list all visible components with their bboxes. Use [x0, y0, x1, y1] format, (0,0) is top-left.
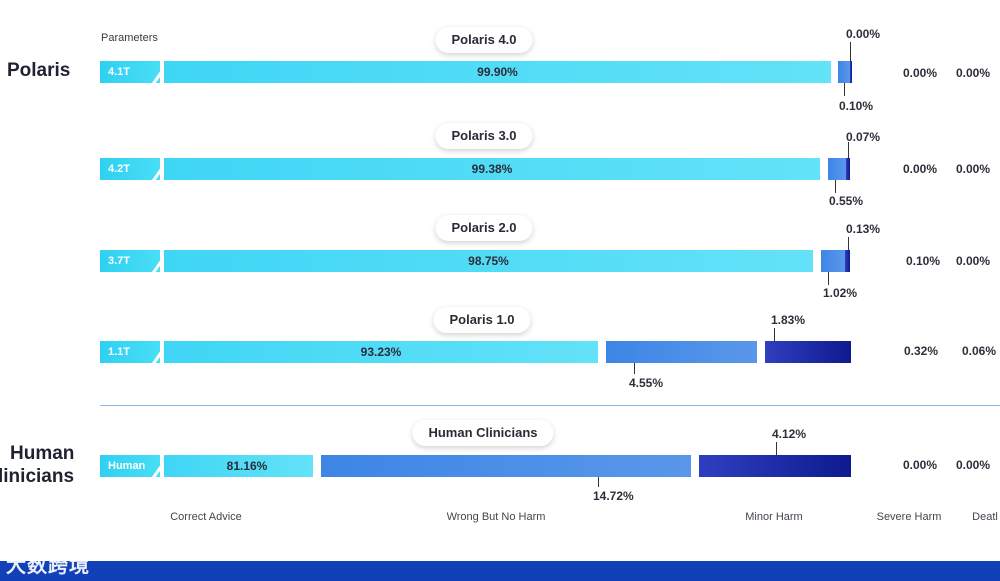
value-minor-harm: 0.07% [846, 130, 881, 144]
bar-minor-harm [699, 455, 851, 477]
bar-label-correct: 99.38% [471, 162, 513, 176]
bar-wrong-but-no-harm [606, 341, 757, 363]
bar-label-correct: 98.75% [468, 254, 509, 268]
bar-label-correct: 81.16% [226, 459, 268, 473]
category-severe-harm: Severe Harm [876, 511, 942, 523]
bar-correct-advice [164, 61, 831, 83]
bar-correct-advice [164, 341, 598, 363]
value-wrong-but-no-harm: 4.55% [629, 376, 664, 390]
parameters-header: Parameters [101, 32, 158, 44]
bar-wrong-but-no-harm [828, 158, 846, 180]
category-death: Deatl [972, 511, 998, 523]
value-severe-harm: 0.10% [906, 254, 941, 268]
footer-band [0, 561, 1000, 581]
value-severe-harm: 0.00% [903, 458, 938, 472]
model-pill-human-clinicians: Human Clinicians [412, 420, 554, 446]
value-severe-harm: 0.32% [904, 344, 939, 358]
leader-line [776, 442, 777, 455]
leader-line [828, 272, 829, 285]
param-box: 3.7T [100, 250, 160, 272]
value-wrong-but-no-harm: 0.10% [839, 99, 874, 113]
category-wrong-but-no-harm: Wrong But No Harm [446, 511, 546, 523]
watermark-logo: 大数跨境 [6, 555, 90, 577]
leader-line [848, 142, 849, 158]
model-pill-polaris-2: Polaris 2.0 [435, 215, 533, 241]
value-death: 0.06% [962, 344, 997, 358]
bar-minor-harm [845, 250, 850, 272]
value-severe-harm: 0.00% [903, 162, 938, 176]
leader-line [835, 180, 836, 193]
value-wrong-but-no-harm: 14.72% [593, 489, 634, 503]
leader-line [844, 83, 845, 96]
leader-line [634, 363, 635, 374]
param-box: Human [100, 455, 160, 477]
bar-label-correct: 99.90% [477, 65, 518, 79]
section-divider [100, 405, 1000, 406]
group-label-polaris: Polaris [7, 60, 71, 81]
value-death: 0.00% [956, 66, 991, 80]
group-label-human-line2: linicians [0, 466, 75, 487]
value-minor-harm: 1.83% [771, 313, 806, 327]
value-wrong-but-no-harm: 0.55% [829, 194, 864, 208]
value-death: 0.00% [956, 458, 991, 472]
model-pill-polaris-3: Polaris 3.0 [435, 123, 533, 149]
leader-line [598, 477, 599, 487]
value-minor-harm: 0.00% [846, 27, 881, 41]
group-label-human-line1: Human [10, 443, 75, 464]
category-correct-advice: Correct Advice [170, 511, 242, 523]
category-minor-harm: Minor Harm [745, 511, 803, 523]
param-box: 4.1T [100, 61, 160, 83]
model-pill-polaris-1: Polaris 1.0 [433, 307, 531, 333]
bar-minor-harm [765, 341, 851, 363]
model-pill-polaris-4: Polaris 4.0 [435, 27, 533, 53]
value-wrong-but-no-harm: 1.02% [823, 286, 858, 300]
value-minor-harm: 0.13% [846, 222, 881, 236]
bar-minor-harm [850, 61, 852, 83]
value-death: 0.00% [956, 162, 991, 176]
leader-line [774, 328, 775, 341]
bar-wrong-but-no-harm [821, 250, 845, 272]
param-box: 1.1T [100, 341, 160, 363]
param-box: 4.2T [100, 158, 160, 180]
bar-correct-advice [164, 250, 813, 272]
leader-line [850, 42, 851, 61]
bar-minor-harm [846, 158, 850, 180]
leader-line [848, 237, 849, 250]
bar-correct-advice [164, 455, 313, 477]
value-death: 0.00% [956, 254, 991, 268]
bar-wrong-but-no-harm [321, 455, 691, 477]
bar-wrong-but-no-harm [838, 61, 850, 83]
value-minor-harm: 4.12% [772, 427, 807, 441]
bar-correct-advice [164, 158, 820, 180]
bar-label-correct: 93.23% [360, 345, 402, 359]
value-severe-harm: 0.00% [903, 66, 938, 80]
